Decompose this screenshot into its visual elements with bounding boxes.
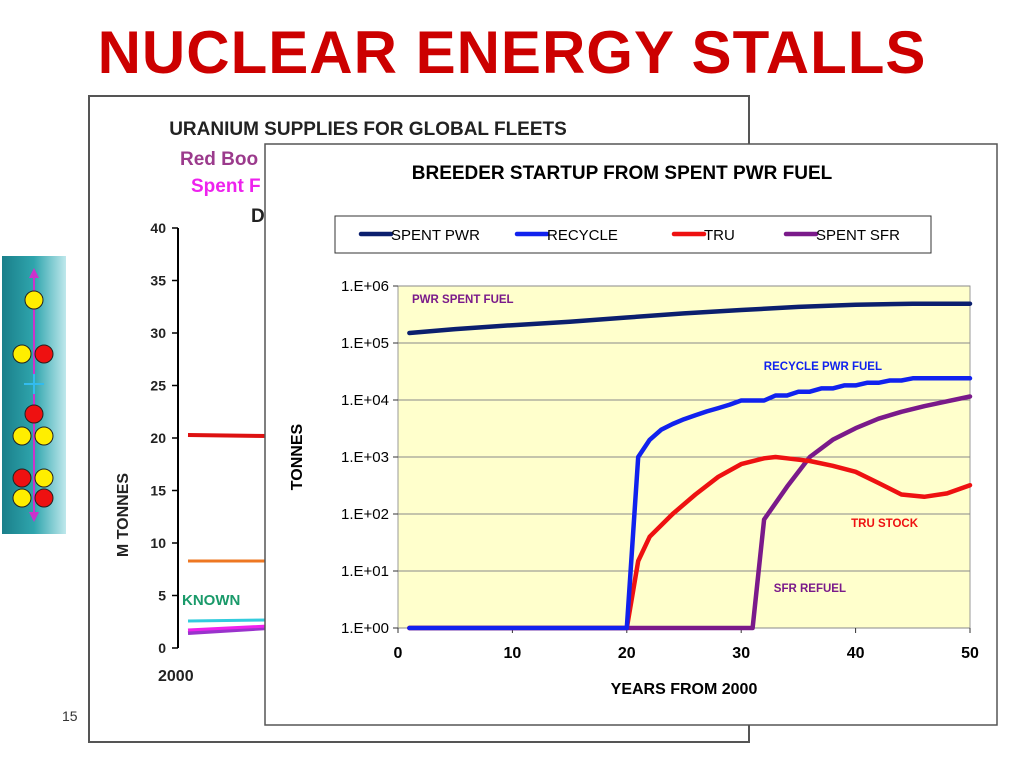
legend: SPENT PWR RECYCLE TRU SPENT SFR xyxy=(358,227,900,244)
x-tick-label: 40 xyxy=(847,645,865,662)
back-y-tick-label: 40 xyxy=(150,220,166,236)
back-chart-subtitle-3: D xyxy=(251,206,265,227)
back-chart-subtitle-1: Red Boo xyxy=(180,149,258,170)
slide-number: 15 xyxy=(62,708,78,724)
legend-label: RECYCLE xyxy=(547,227,618,244)
y-tick-label: 1.E+05 xyxy=(341,335,389,352)
slide-title: NUCLEAR ENERGY STALLS xyxy=(97,19,927,86)
back-magenta-line xyxy=(187,624,269,632)
chart-annotation: PWR SPENT FUEL xyxy=(412,294,514,306)
back-y-tick-label: 35 xyxy=(150,273,166,289)
chart-ylabel: TONNES xyxy=(289,423,306,490)
x-tick-label: 10 xyxy=(504,645,522,662)
back-y-tick-label: 5 xyxy=(158,588,166,604)
y-tick-label: 1.E+02 xyxy=(341,506,389,523)
back-chart-title: URANIUM SUPPLIES FOR GLOBAL FLEETS xyxy=(169,119,567,140)
back-x-tick: 2000 xyxy=(158,668,194,685)
series-line-spent-pwr xyxy=(407,301,973,336)
back-cyan-line xyxy=(187,618,269,623)
back-chart-ylabel: M TONNES xyxy=(115,473,132,557)
back-known-label: KNOWN xyxy=(182,592,240,609)
y-tick-label: 1.E+04 xyxy=(341,392,389,409)
atom-strip-image xyxy=(2,256,66,534)
legend-label: TRU xyxy=(704,227,735,244)
y-tick-label: 1.E+06 xyxy=(341,278,389,295)
back-y-tick-label: 25 xyxy=(150,378,166,394)
back-y-tick-label: 30 xyxy=(150,325,166,341)
chart-annotation: SFR REFUEL xyxy=(774,583,846,595)
back-chart-subtitle-2: Spent F xyxy=(191,176,261,197)
legend-box xyxy=(334,215,932,254)
y-tick-label: 1.E+01 xyxy=(341,563,389,580)
x-tick-label: 30 xyxy=(732,645,750,662)
breeder-startup-chart: BREEDER STARTUP FROM SPENT PWR FUEL SPEN… xyxy=(264,143,998,726)
back-purple-line xyxy=(187,626,269,635)
chart-annotation: TRU STOCK xyxy=(851,518,919,530)
back-red-line xyxy=(187,433,269,438)
back-y-tick-label: 15 xyxy=(150,483,166,499)
y-tick-label: 1.E+03 xyxy=(341,449,389,466)
x-tick-label: 50 xyxy=(961,645,979,662)
chart-xlabel: YEARS FROM 2000 xyxy=(611,681,758,698)
back-y-tick-label: 20 xyxy=(150,430,166,446)
x-tick-label: 20 xyxy=(618,645,636,662)
legend-label: SPENT SFR xyxy=(816,227,900,244)
series-line-spent-sfr xyxy=(407,394,973,631)
chart-title: BREEDER STARTUP FROM SPENT PWR FUEL xyxy=(412,163,833,184)
series-line-tru xyxy=(407,454,973,631)
series-line-recycle xyxy=(407,376,973,631)
x-tick-label: 0 xyxy=(394,645,403,662)
chart-annotation: RECYCLE PWR FUEL xyxy=(764,361,882,373)
back-y-tick-label: 10 xyxy=(150,535,166,551)
y-tick-label: 1.E+00 xyxy=(341,620,389,637)
back-y-tick-label: 0 xyxy=(158,640,166,656)
legend-label: SPENT PWR xyxy=(391,227,480,244)
